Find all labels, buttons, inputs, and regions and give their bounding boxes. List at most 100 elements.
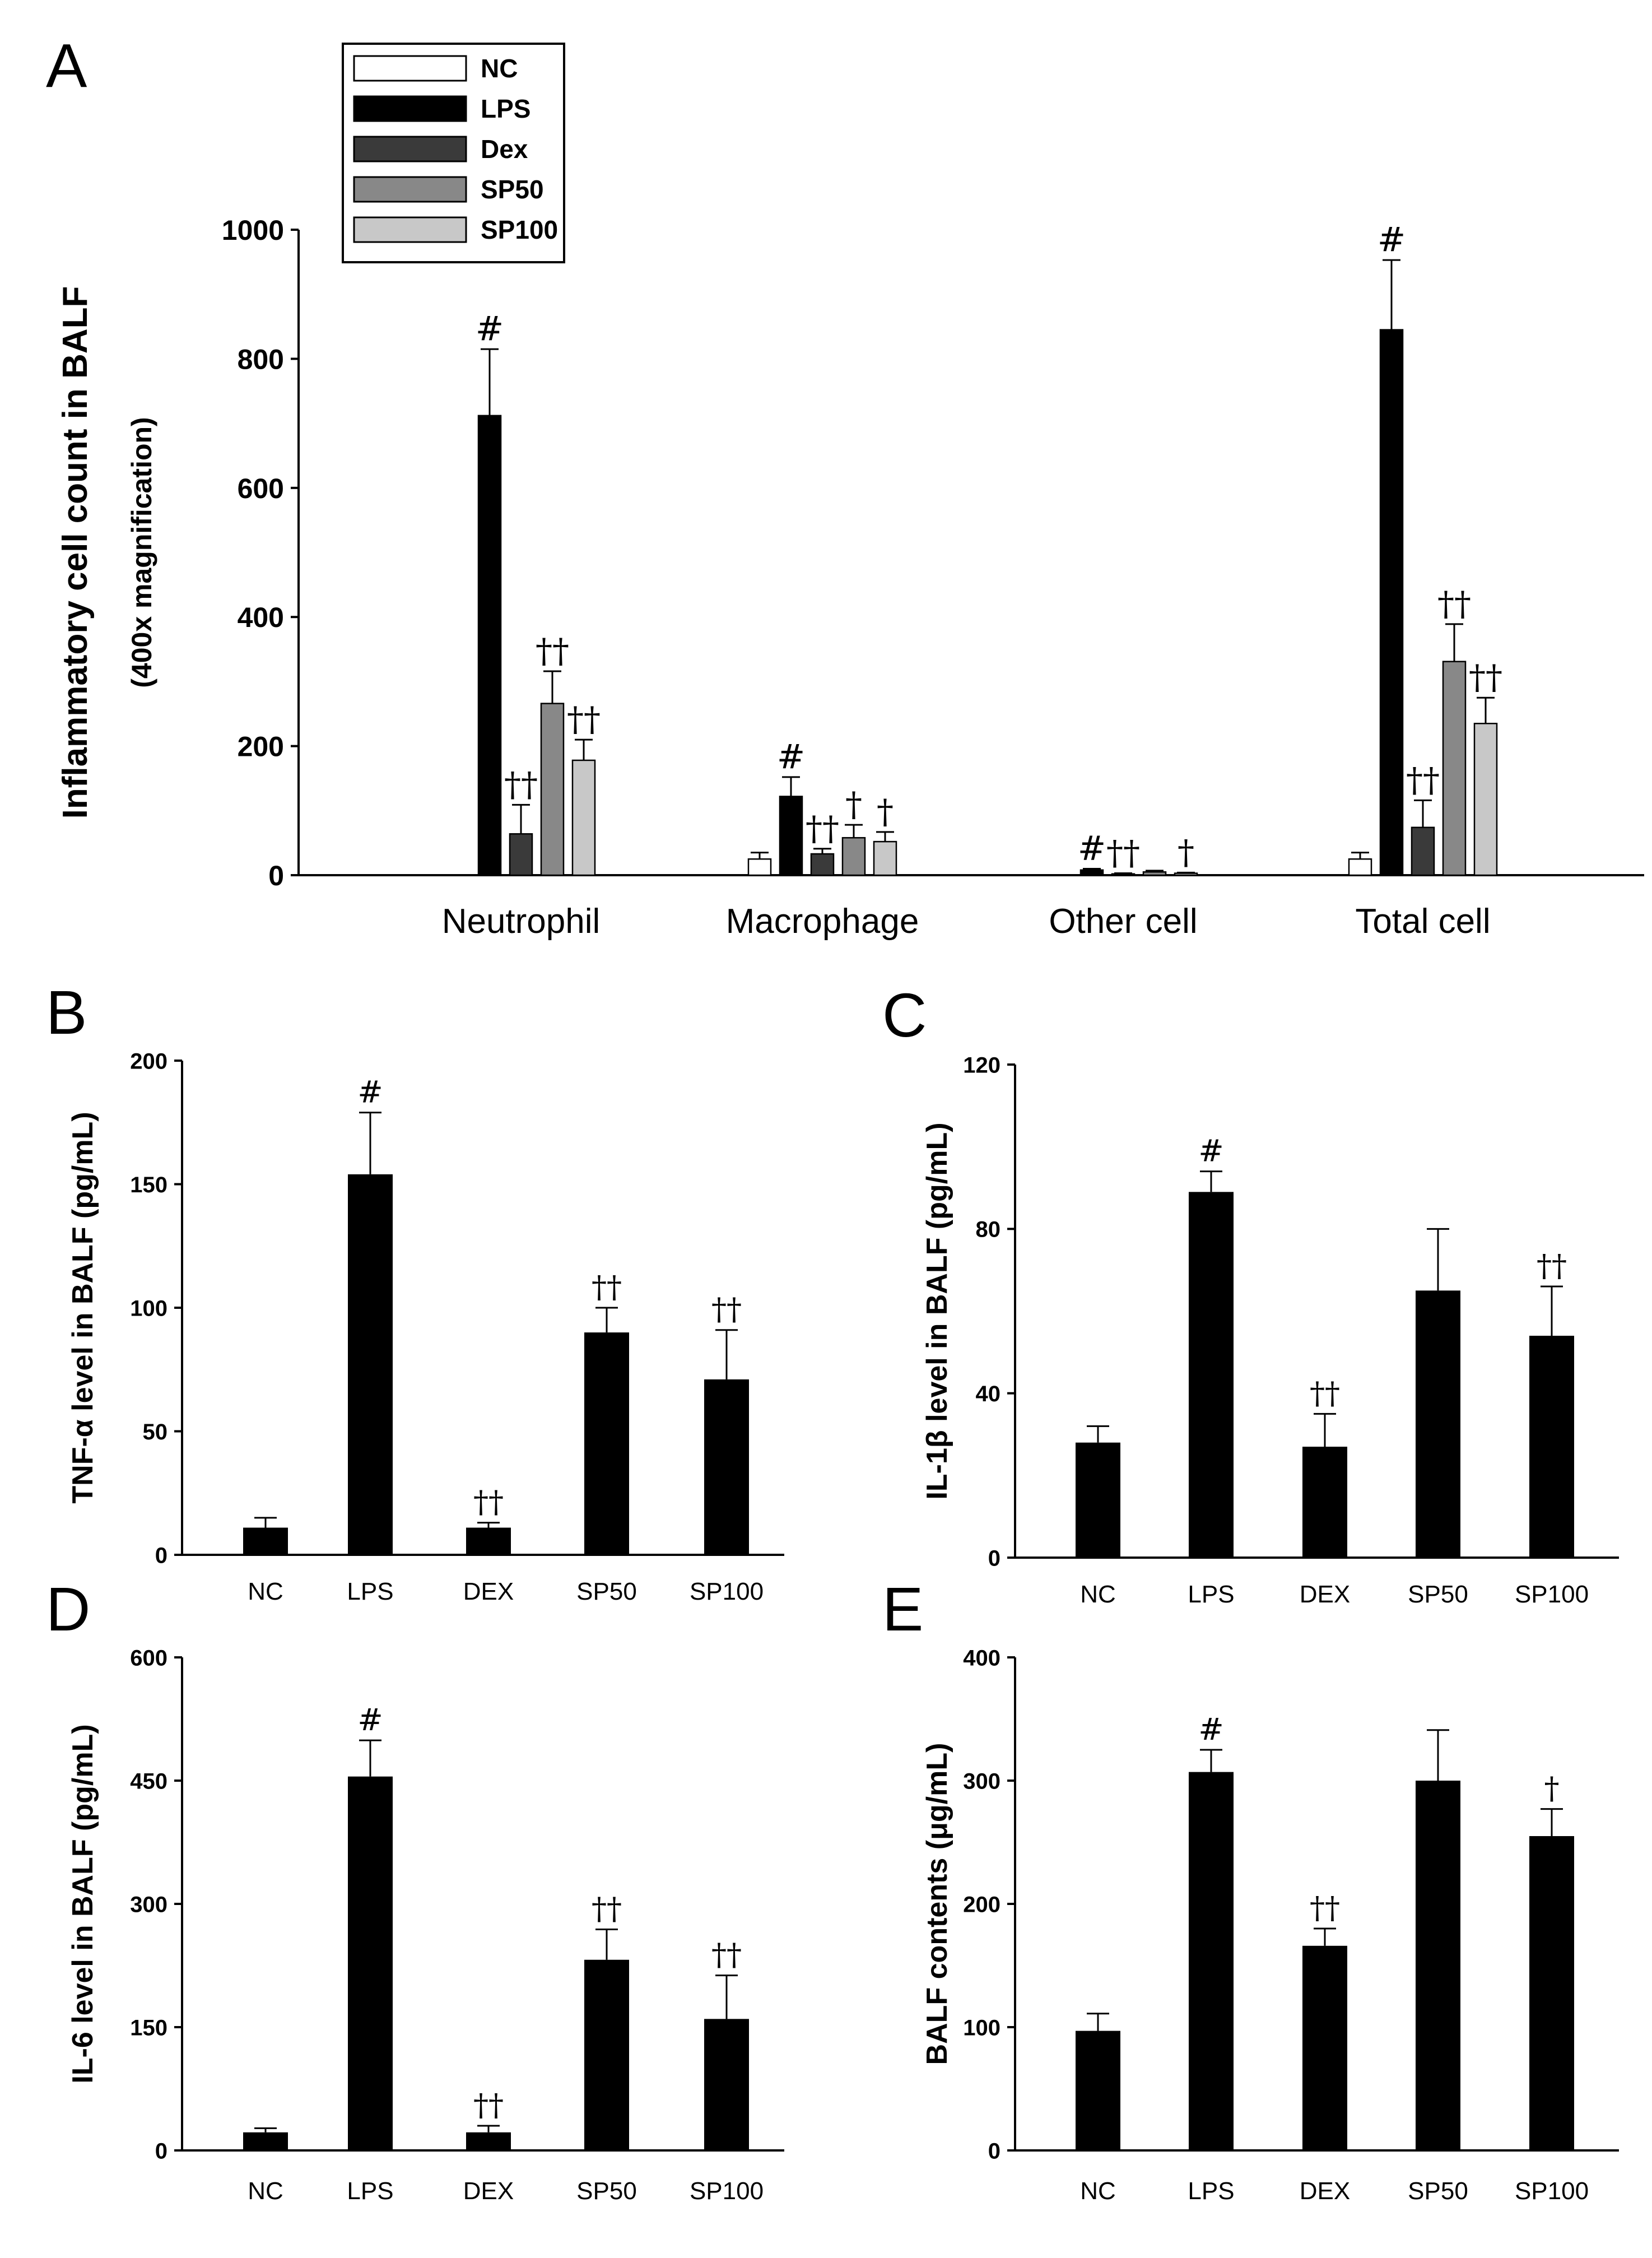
panel-a-legend-label-sp50: SP50 [481, 175, 544, 204]
panel-b-y-tick-label: 0 [155, 1543, 167, 1568]
panel-e-bar-sp100 [1529, 1836, 1574, 2150]
panel-c-category-label: LPS [1188, 1581, 1234, 1608]
panel-d-category-label: SP50 [576, 2177, 637, 2205]
panel-e-bar-dex [1302, 1945, 1347, 2150]
panel-e-category-label: NC [1080, 2177, 1116, 2205]
panel-a-bar-sp100-total-cell [1473, 723, 1498, 876]
panel-e-y-tick-label: 200 [963, 1892, 1000, 1917]
panel-a-significance-mark: † [1178, 833, 1194, 872]
panel-b-bar-nc [243, 1527, 288, 1555]
panel-b-y-axis-title: TNF-α level in BALF (pg/mL) [67, 1112, 99, 1503]
panel-a-significance-mark: †† [536, 631, 569, 671]
panel-b-bar-sp50 [584, 1332, 629, 1555]
panel-a-significance-mark: †† [504, 765, 538, 804]
panel-b: B 0 50 100 150 200 TNF-α level in BALF (pg/mL)… [46, 978, 784, 1605]
panel-d-bar-dex [466, 2132, 511, 2150]
panel-a: A 0 200 400 600 800 1000 Inflammatory cell coun… [46, 31, 1644, 941]
panel-d: D 0 150 300 450 600 IL-6 level in BALF (pg/mL)… [46, 1575, 784, 2205]
panel-a-legend-swatch-sp100 [353, 216, 467, 243]
panel-a-category-label: Other cell [1049, 902, 1197, 941]
panel-c-y-tick-label: 40 [976, 1382, 1001, 1406]
panel-b-category-label: LPS [347, 1578, 393, 1605]
panel-e-significance-mark: †† [1310, 1890, 1340, 1926]
panel-a-y-tick-label: 0 [268, 860, 284, 891]
panel-c-significance-mark: †† [1537, 1248, 1567, 1284]
panel-a-legend-swatch-dex [353, 136, 467, 162]
panel-e-category-label: SP50 [1408, 2177, 1468, 2205]
panel-a-y-tick-label: 400 [238, 602, 284, 633]
panel-b-significance-mark: # [357, 1075, 383, 1110]
panel-a-bar-dex-total-cell [1411, 826, 1435, 876]
panel-a-legend-label-sp100: SP100 [481, 215, 558, 244]
panel-a-y-axis-title: Inflammatory cell count in BALF [56, 286, 95, 819]
panel-b-category-label: SP50 [576, 1578, 637, 1605]
panel-a-significance-mark: # [777, 737, 805, 777]
panel-a-legend-swatch-lps [353, 95, 467, 122]
panel-a-legend-swatch-nc [353, 55, 467, 82]
panel-a-significance-mark: †† [1106, 834, 1140, 873]
panel-c-category-label: SP50 [1408, 1581, 1468, 1608]
panel-a-significance-mark: †† [567, 700, 601, 739]
panel-c-y-axis-title: IL-1β level in BALF (pg/mL) [921, 1122, 953, 1499]
panel-d-category-label: NC [248, 2177, 283, 2205]
panel-b-y-tick-label: 100 [130, 1296, 167, 1321]
panel-a-bar-dex-neutrophil [509, 833, 533, 876]
panel-c-bar-sp50 [1416, 1290, 1460, 1558]
panel-e-bar-lps [1189, 1772, 1234, 2150]
panel-a-category-label: Total cell [1355, 902, 1490, 941]
panel-e-category-label: DEX [1300, 2177, 1350, 2205]
panel-a-significance-mark: †† [1437, 584, 1471, 624]
panel-a-legend-label-nc: NC [481, 54, 518, 83]
panel-c-y-tick-label: 0 [988, 1546, 1000, 1571]
panel-e-y-tick-label: 300 [963, 1769, 1000, 1794]
panel-e-significance-mark: # [1198, 1712, 1223, 1747]
panel-a-significance-mark: # [476, 309, 504, 349]
panel-a-y-tick-label: 1000 [222, 215, 284, 246]
panel-d-y-tick-label: 600 [130, 1646, 167, 1670]
panel-c-y-tick-label: 120 [963, 1053, 1000, 1077]
panel-d-significance-mark: †† [592, 1891, 622, 1926]
panel-a-significance-mark: †† [806, 809, 839, 848]
panel-e-bar-nc [1076, 2031, 1120, 2150]
panel-d-category-label: DEX [463, 2177, 514, 2205]
panel-e: E 0 100 200 300 400 BALF contents (μg/mL) NC # LP… [882, 1575, 1619, 2205]
panel-e-bar-sp50 [1416, 1781, 1460, 2150]
panel-e-y-tick-label: 0 [988, 2139, 1000, 2163]
panel-c-bar-dex [1302, 1447, 1347, 1558]
panel-b-category-label: SP100 [690, 1578, 764, 1605]
panel-b-letter: B [46, 978, 87, 1047]
panel-d-y-tick-label: 0 [155, 2139, 167, 2163]
panel-c: C 0 40 80 120 IL-1β level in BALF (pg/mL) NC # L… [882, 981, 1619, 1608]
panel-d-y-tick-label: 300 [130, 1892, 167, 1917]
panel-d-bar-sp100 [704, 2019, 749, 2150]
panel-a-bar-sp50-other-cell [1142, 871, 1167, 876]
panel-a-bar-lps-total-cell [1379, 329, 1404, 876]
panel-a-y-tick-label: 200 [238, 731, 284, 763]
panel-a-significance-mark: # [1078, 829, 1106, 868]
panel-a-legend: NC LPS Dex SP50 SP100 [342, 43, 565, 263]
panel-e-significance-mark: † [1544, 1771, 1560, 1806]
panel-d-significance-mark: †† [711, 1938, 742, 1973]
panel-d-bar-sp50 [584, 1959, 629, 2150]
panel-a-significance-mark: # [1378, 220, 1406, 259]
panel-a-y-axis-subtitle: (400x magnification) [126, 417, 157, 687]
panel-a-significance-mark: †† [1469, 658, 1502, 697]
panel-c-category-label: DEX [1300, 1581, 1350, 1608]
panel-a-category-label: Neutrophil [442, 902, 601, 941]
panel-c-bar-lps [1189, 1192, 1234, 1558]
panel-b-significance-mark: †† [592, 1270, 622, 1305]
panel-d-bar-lps [348, 1776, 393, 2150]
panel-e-category-label: SP100 [1515, 2177, 1589, 2205]
panel-a-bar-sp50-neutrophil [540, 703, 565, 876]
panel-d-category-label: LPS [347, 2177, 393, 2205]
panel-d-y-tick-label: 150 [130, 2015, 167, 2040]
panel-d-significance-mark: †† [473, 2088, 504, 2123]
panel-c-y-tick-label: 80 [976, 1218, 1001, 1242]
panel-d-category-label: SP100 [690, 2177, 764, 2205]
panel-b-y-tick-label: 200 [130, 1049, 167, 1074]
panel-a-legend-swatch-sp50 [353, 176, 467, 203]
panel-c-category-label: SP100 [1515, 1581, 1589, 1608]
panel-b-y-tick-label: 50 [143, 1420, 168, 1444]
panel-b-category-label: DEX [463, 1578, 514, 1605]
